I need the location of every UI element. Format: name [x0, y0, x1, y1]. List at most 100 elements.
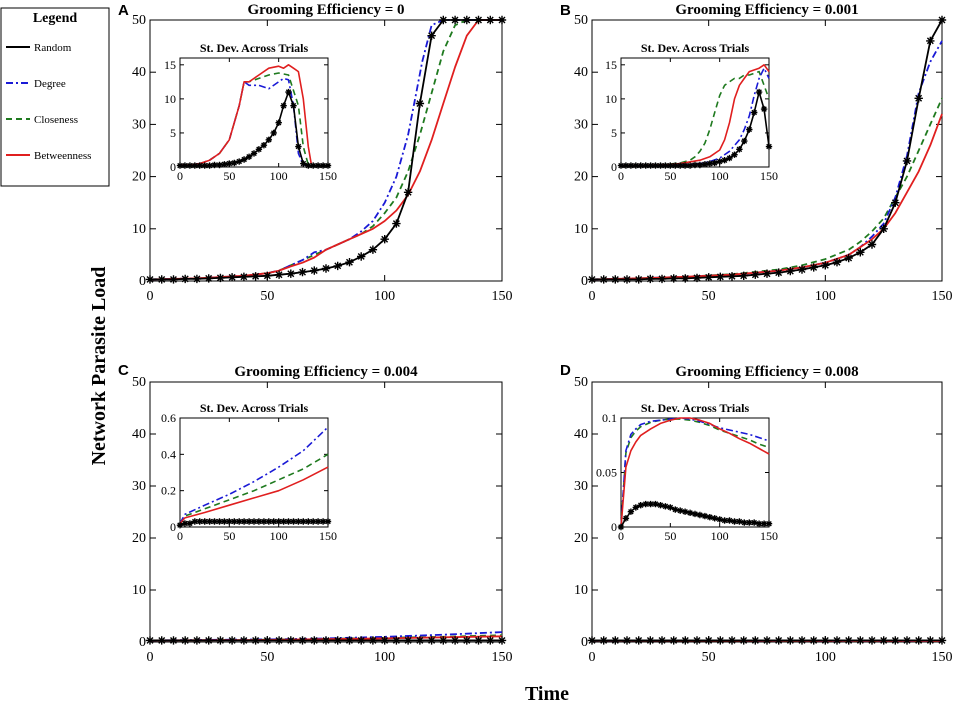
inset-random-marker: [686, 162, 694, 169]
inset-random-marker: [760, 520, 768, 527]
x-tick-label: 150: [492, 289, 513, 304]
inset-random-marker: [191, 518, 198, 525]
inset-panel-b: 0 50 100 150 0 5 10 15 St. Dev. Across Trials: [605, 38, 778, 185]
inset-random-marker: [236, 518, 243, 525]
inset-y-tick-label: 15: [605, 58, 617, 72]
inset-random-marker: [726, 517, 733, 524]
inset-y-tick-label: 10: [605, 92, 617, 106]
y-tick-label: 20: [574, 170, 588, 185]
inset-random-marker: [290, 102, 297, 109]
random-marker: [634, 275, 643, 284]
random-marker: [157, 636, 166, 645]
inset-random-marker: [686, 509, 694, 516]
random-marker: [392, 219, 401, 228]
random-marker: [622, 636, 632, 645]
inset-random-marker: [637, 162, 644, 169]
y-tick-label: 10: [132, 222, 146, 237]
random-marker: [809, 636, 818, 645]
random-marker: [681, 636, 690, 645]
y-tick-label: 10: [574, 583, 588, 598]
inset-random-marker: [746, 519, 753, 526]
random-marker: [657, 636, 667, 645]
inset-random-marker: [721, 157, 728, 164]
y-tick-label: 30: [132, 117, 146, 132]
y-tick-label: 0: [139, 635, 146, 650]
inset-y-tick-label: 0: [170, 160, 176, 174]
inset-random-marker: [221, 518, 228, 525]
random-marker: [216, 273, 225, 283]
inset-random-marker: [285, 88, 292, 96]
legend-label: Random: [34, 42, 72, 54]
inset-random-marker: [245, 518, 253, 525]
legend-label: Betweenness: [34, 150, 91, 162]
inset-random-marker: [681, 162, 689, 169]
inset-x-tick-label: 0: [618, 529, 624, 543]
random-marker: [345, 258, 354, 267]
panel-letter: D: [560, 362, 571, 379]
random-marker: [611, 636, 620, 645]
random-marker: [497, 636, 507, 645]
x-tick-label: 150: [492, 650, 513, 665]
inset-random-marker: [319, 162, 327, 169]
inset-random-marker: [691, 510, 699, 518]
inset-y-tick-label: 0.4: [161, 447, 176, 461]
random-marker: [204, 636, 213, 645]
inset-random-marker: [662, 162, 669, 169]
y-tick-label: 20: [132, 531, 146, 546]
inset-y-tick-label: 0.2: [161, 484, 176, 498]
legend-entry-betweenness: Betweenness: [6, 150, 91, 162]
inset-panel-d: 0 50 100 150 0 0.05 0.1 St. Dev. Across Trials: [596, 398, 778, 545]
inset-random-marker: [250, 150, 258, 157]
inset-x-tick-label: 150: [319, 529, 337, 543]
inset-random-marker: [667, 504, 674, 511]
random-marker: [692, 636, 702, 645]
random-marker: [786, 266, 795, 276]
inset-random-marker: [270, 129, 277, 137]
random-marker: [392, 636, 401, 645]
inset-y-tick-label: 5: [611, 126, 617, 140]
inset-random-marker: [672, 162, 679, 169]
random-marker: [727, 272, 737, 281]
inset-y-tick-label: 0: [611, 520, 617, 534]
inset-y-tick-label: 5: [170, 126, 176, 140]
random-marker: [634, 636, 643, 645]
random-marker: [310, 636, 319, 645]
inset-random-marker: [206, 518, 213, 525]
random-marker: [821, 636, 830, 645]
random-marker: [587, 636, 597, 645]
y-tick-label: 40: [574, 427, 588, 442]
random-marker: [192, 274, 202, 284]
inset-random-marker: [721, 517, 728, 524]
inset-random-marker: [632, 162, 639, 169]
random-marker: [786, 636, 795, 645]
random-marker: [474, 636, 483, 645]
inset-random-marker: [240, 156, 248, 163]
random-marker: [587, 275, 597, 284]
random-marker: [646, 274, 655, 284]
random-marker: [832, 636, 842, 645]
y-tick-label: 30: [574, 479, 588, 494]
random-marker: [856, 248, 865, 257]
x-axis-label: Time: [525, 683, 569, 705]
inset-random-marker: [716, 158, 723, 165]
inset-random-marker: [270, 518, 277, 525]
inset-random-marker: [701, 161, 709, 168]
x-tick-label: 50: [260, 650, 274, 665]
inset-random-marker: [731, 151, 738, 158]
inset-x-tick-label: 100: [270, 169, 288, 183]
random-marker: [239, 272, 249, 281]
random-marker: [867, 636, 877, 645]
random-marker: [216, 636, 225, 645]
random-marker: [298, 267, 307, 277]
random-marker: [274, 636, 284, 645]
inset-random-marker: [701, 512, 709, 520]
inset-random-marker: [265, 518, 272, 525]
random-marker: [751, 636, 760, 645]
inset-random-marker: [751, 519, 758, 526]
inset-random-marker: [221, 161, 228, 168]
inset-random-marker: [255, 146, 263, 153]
panel-title: Grooming Efficiency = 0.001: [675, 2, 858, 18]
legend-entries: Random Degree Closeness Betweenness: [6, 42, 91, 162]
